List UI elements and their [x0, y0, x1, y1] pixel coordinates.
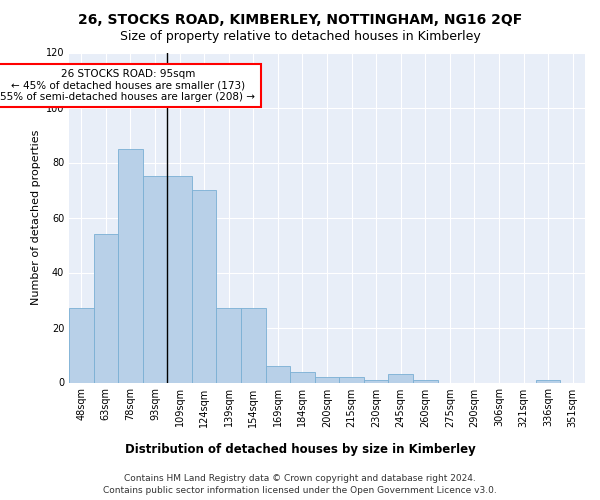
Bar [266, 366, 290, 382]
Text: 26 STOCKS ROAD: 95sqm
← 45% of detached houses are smaller (173)
55% of semi-det: 26 STOCKS ROAD: 95sqm ← 45% of detached … [1, 69, 256, 102]
Bar [536, 380, 560, 382]
Bar [217, 308, 241, 382]
Bar [364, 380, 388, 382]
Bar [69, 308, 94, 382]
Bar [94, 234, 118, 382]
Bar [241, 308, 266, 382]
Bar [388, 374, 413, 382]
Bar [339, 377, 364, 382]
Text: Distribution of detached houses by size in Kimberley: Distribution of detached houses by size … [125, 442, 475, 456]
Bar [290, 372, 315, 382]
Y-axis label: Number of detached properties: Number of detached properties [31, 130, 41, 305]
Text: 26, STOCKS ROAD, KIMBERLEY, NOTTINGHAM, NG16 2QF: 26, STOCKS ROAD, KIMBERLEY, NOTTINGHAM, … [78, 12, 522, 26]
Bar [167, 176, 192, 382]
Text: Contains HM Land Registry data © Crown copyright and database right 2024.: Contains HM Land Registry data © Crown c… [124, 474, 476, 483]
Bar [413, 380, 437, 382]
Text: Contains public sector information licensed under the Open Government Licence v3: Contains public sector information licen… [103, 486, 497, 495]
Bar [315, 377, 339, 382]
Text: Size of property relative to detached houses in Kimberley: Size of property relative to detached ho… [119, 30, 481, 43]
Bar [118, 149, 143, 382]
Bar [143, 176, 167, 382]
Bar [192, 190, 217, 382]
